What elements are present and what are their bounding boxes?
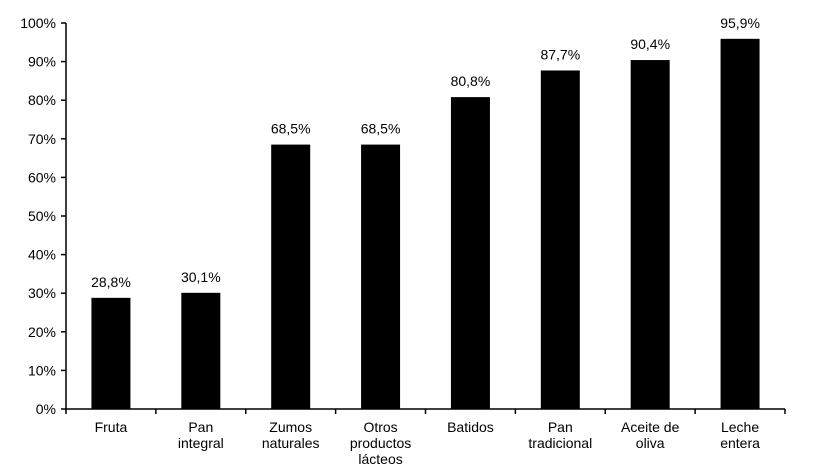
y-axis: 0% 10% 20% 30% 40% 50% 60% 70% 80% 90% 100%	[20, 15, 67, 417]
x-tick-label-line: lácteos	[358, 451, 402, 467]
x-tick-label: Leche entera	[720, 419, 760, 451]
x-tick-label: Pan integral	[178, 419, 224, 451]
x-tick-label-line: Aceite de	[621, 419, 680, 435]
bar-value-label: 68,5%	[271, 121, 311, 137]
x-tick-label-line: Otros	[363, 419, 397, 435]
value-labels: 28,8% 30,1% 68,5% 68,5% 80,8% 87,7% 90,4% 95,9%	[91, 15, 760, 290]
bar-value-label: 87,7%	[540, 46, 580, 62]
y-tick-label: 40%	[28, 247, 56, 263]
y-tick-label: 20%	[28, 324, 56, 340]
bar-value-label: 95,9%	[720, 15, 760, 31]
y-tick-label: 10%	[28, 362, 56, 378]
x-tick-label-line: Leche	[721, 419, 759, 435]
x-tick-label-line: tradicional	[528, 435, 592, 451]
bar	[91, 297, 131, 409]
x-tick-label: Pan tradicional	[528, 419, 592, 451]
x-tick-label: Aceite de oliva	[621, 419, 680, 451]
bar	[720, 38, 760, 410]
y-tick-label: 0%	[36, 401, 56, 417]
bars	[91, 38, 760, 410]
x-tick-label: Fruta	[95, 419, 128, 435]
x-tick-label-line: Pan	[548, 419, 573, 435]
bar	[630, 60, 670, 409]
y-tick-label: 30%	[28, 285, 56, 301]
x-tick-label: Batidos	[447, 419, 494, 435]
x-tick-label: Zumos naturales	[262, 419, 320, 451]
x-tick-label-line: Fruta	[95, 419, 128, 435]
x-tick-label-line: entera	[720, 435, 760, 451]
bar	[271, 144, 311, 409]
bar	[450, 97, 490, 409]
y-tick-label: 60%	[28, 169, 56, 185]
bar	[361, 144, 401, 409]
x-tick-label-line: naturales	[262, 435, 320, 451]
y-tick-label: 100%	[20, 15, 56, 31]
bar-value-label: 80,8%	[451, 73, 491, 89]
x-tick-label-line: oliva	[636, 435, 665, 451]
y-tick-label: 70%	[28, 131, 56, 147]
x-tick-label-line: Zumos	[269, 419, 312, 435]
x-axis	[65, 408, 786, 414]
bar-value-label: 90,4%	[630, 36, 670, 52]
bar	[181, 292, 221, 409]
x-tick-label: Otros productos lácteos	[350, 419, 411, 467]
bar-value-label: 30,1%	[181, 269, 221, 285]
y-tick-label: 80%	[28, 92, 56, 108]
y-tick-label: 90%	[28, 54, 56, 70]
x-tick-label-line: productos	[350, 435, 411, 451]
bar-value-label: 68,5%	[361, 121, 401, 137]
x-tick-label-line: Pan	[188, 419, 213, 435]
x-tick-label-line: Batidos	[447, 419, 494, 435]
bar	[540, 70, 580, 409]
y-tick-label: 50%	[28, 208, 56, 224]
x-tick-label-line: integral	[178, 435, 224, 451]
bar-value-label: 28,8%	[91, 274, 131, 290]
